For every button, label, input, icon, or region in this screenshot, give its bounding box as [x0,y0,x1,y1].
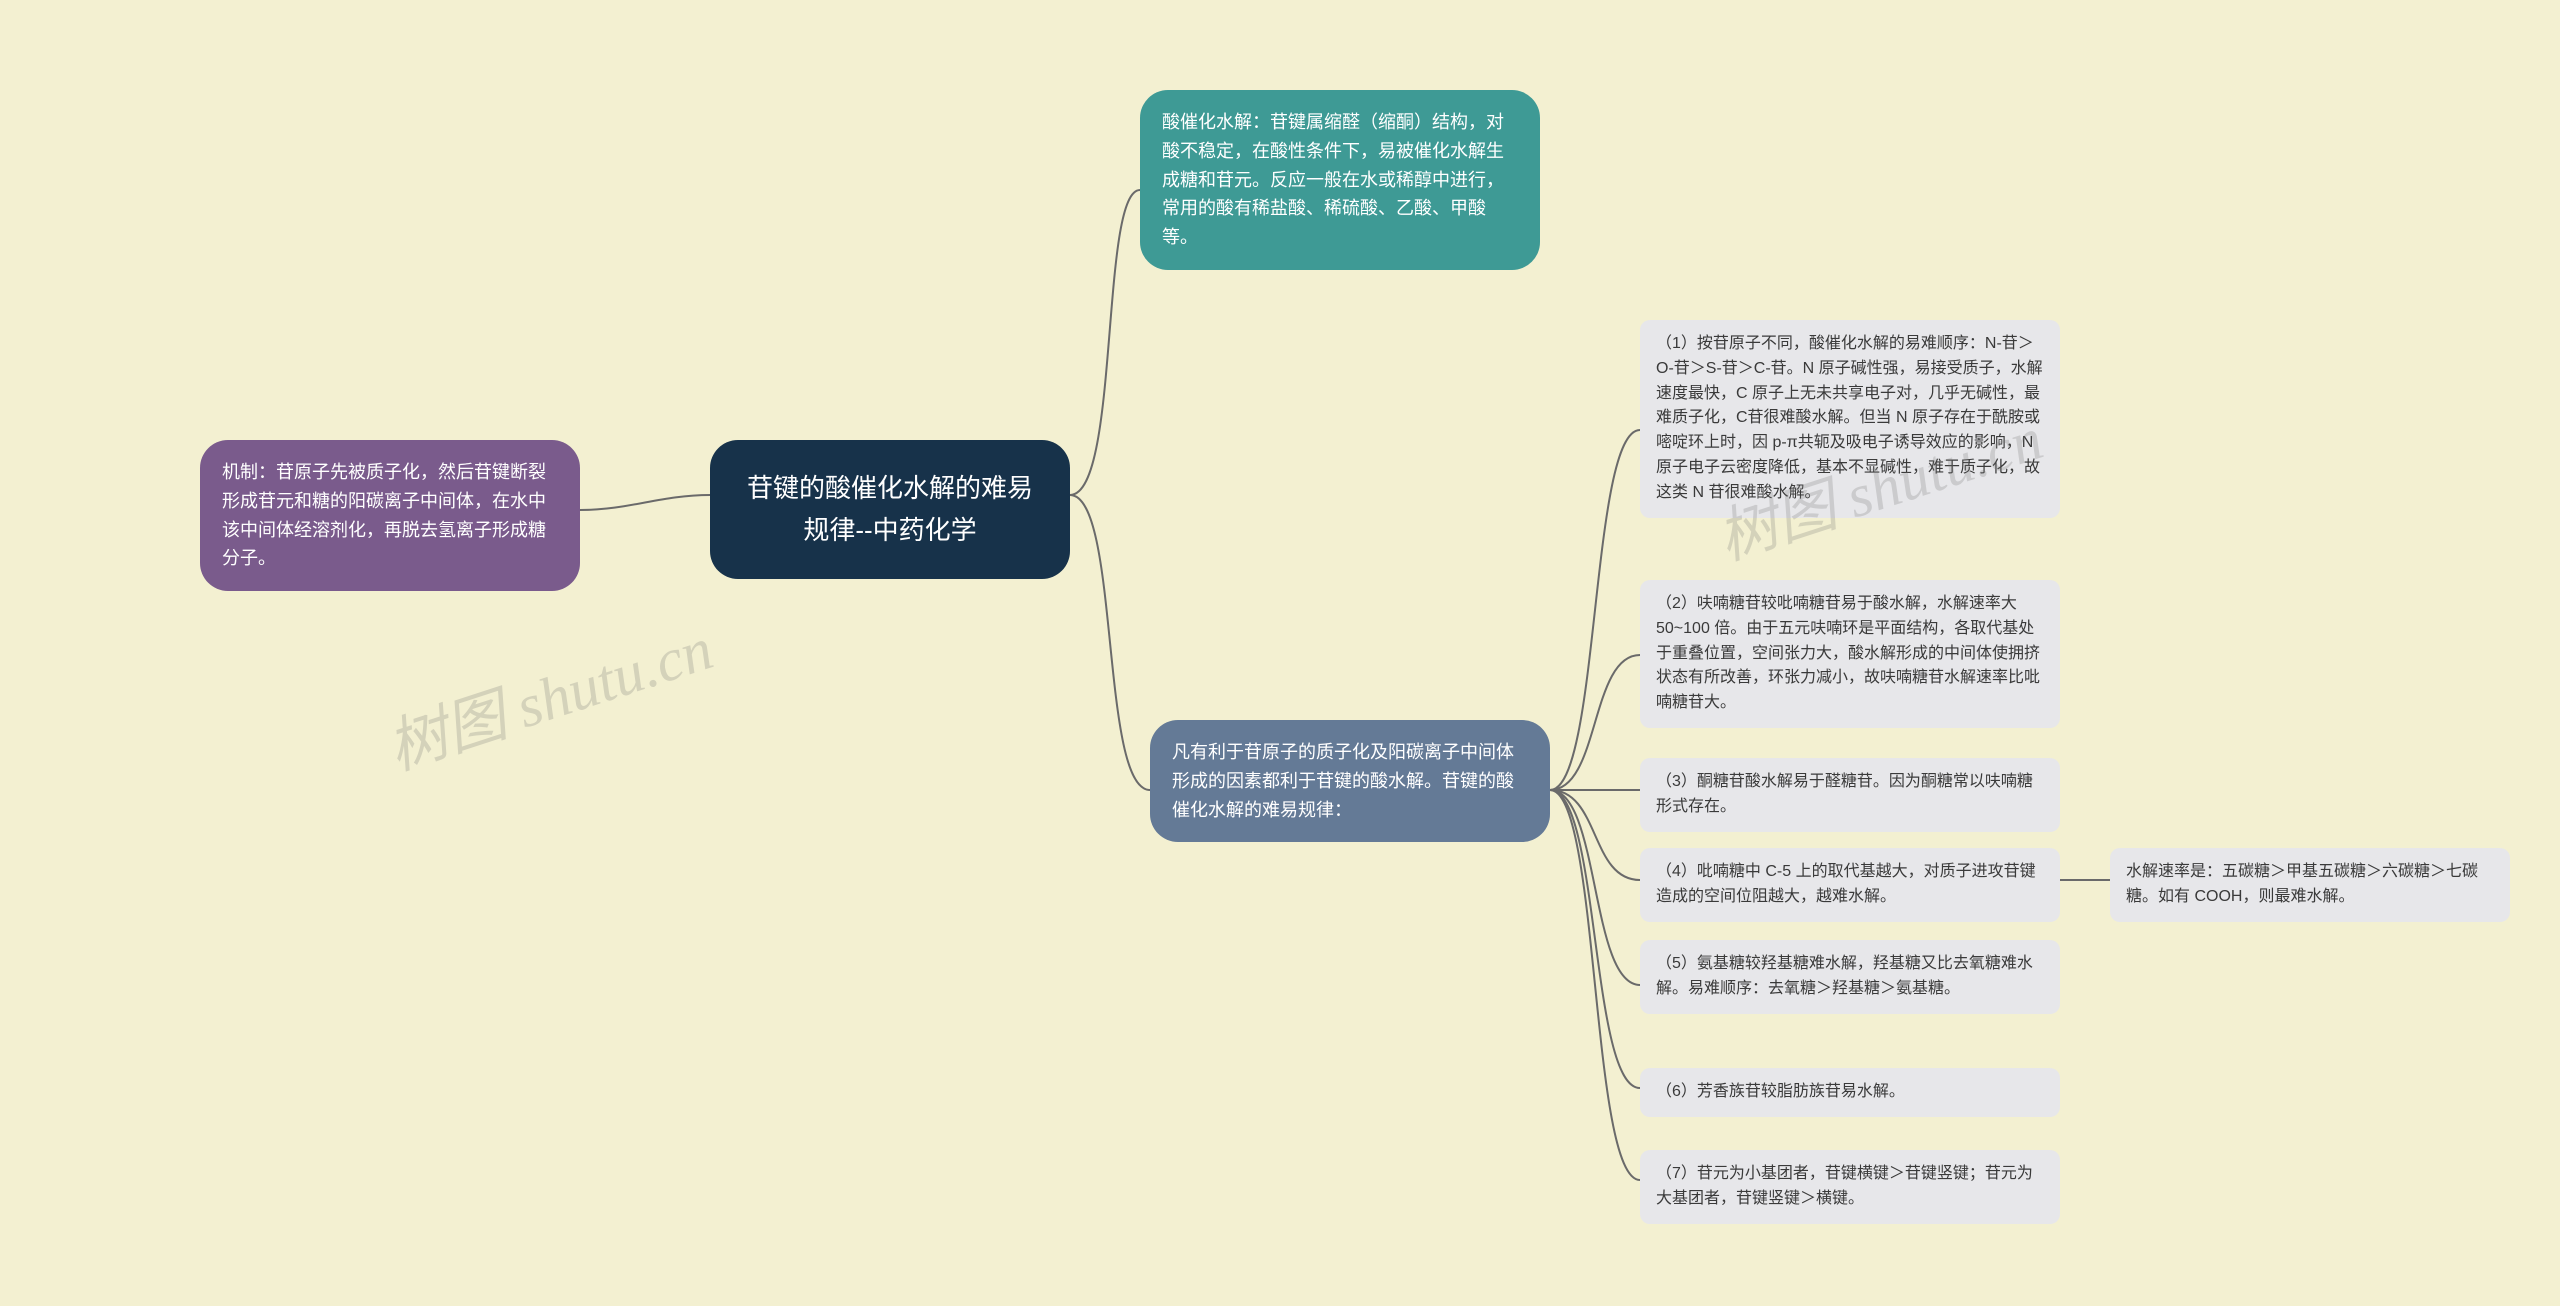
leaf-l1: （1）按苷原子不同，酸催化水解的易难顺序：N-苷＞O-苷＞S-苷＞C-苷。N 原… [1640,320,2060,518]
watermark-1: 树图 shutu.cn [375,600,722,787]
leaf-l4: （4）吡喃糖中 C-5 上的取代基越大，对质子进攻苷键造成的空间位阻越大，越难水… [1640,848,2060,922]
edge [1550,790,1640,985]
center-node: 苷键的酸催化水解的难易规律--中药化学 [710,440,1070,579]
branch-teal: 酸催化水解：苷键属缩醛（缩酮）结构，对酸不稳定，在酸性条件下，易被催化水解生成糖… [1140,90,1540,270]
leaf-l2: （2）呋喃糖苷较吡喃糖苷易于酸水解，水解速率大 50~100 倍。由于五元呋喃环… [1640,580,2060,728]
edge [1550,430,1640,790]
edge [1550,790,1640,880]
edge [1550,790,1640,1088]
leaf-l6: （6）芳香族苷较脂肪族苷易水解。 [1640,1068,2060,1117]
leaf-l4a: 水解速率是：五碳糖＞甲基五碳糖＞六碳糖＞七碳糖。如有 COOH，则最难水解。 [2110,848,2510,922]
edge [580,495,710,510]
edge [1550,790,1640,1180]
leaf-l7: （7）苷元为小基团者，苷键横键＞苷键竖键；苷元为大基团者，苷键竖键＞横键。 [1640,1150,2060,1224]
edge [1550,655,1640,790]
branch-slate: 凡有利于苷原子的质子化及阳碳离子中间体形成的因素都利于苷键的酸水解。苷键的酸催化… [1150,720,1550,842]
edge [1070,190,1140,495]
leaf-l5: （5）氨基糖较羟基糖难水解，羟基糖又比去氧糖难水解。易难顺序：去氧糖＞羟基糖＞氨… [1640,940,2060,1014]
leaf-l3: （3）酮糖苷酸水解易于醛糖苷。因为酮糖常以呋喃糖形式存在。 [1640,758,2060,832]
branch-purple: 机制：苷原子先被质子化，然后苷键断裂形成苷元和糖的阳碳离子中间体，在水中该中间体… [200,440,580,591]
edge [1070,495,1150,790]
